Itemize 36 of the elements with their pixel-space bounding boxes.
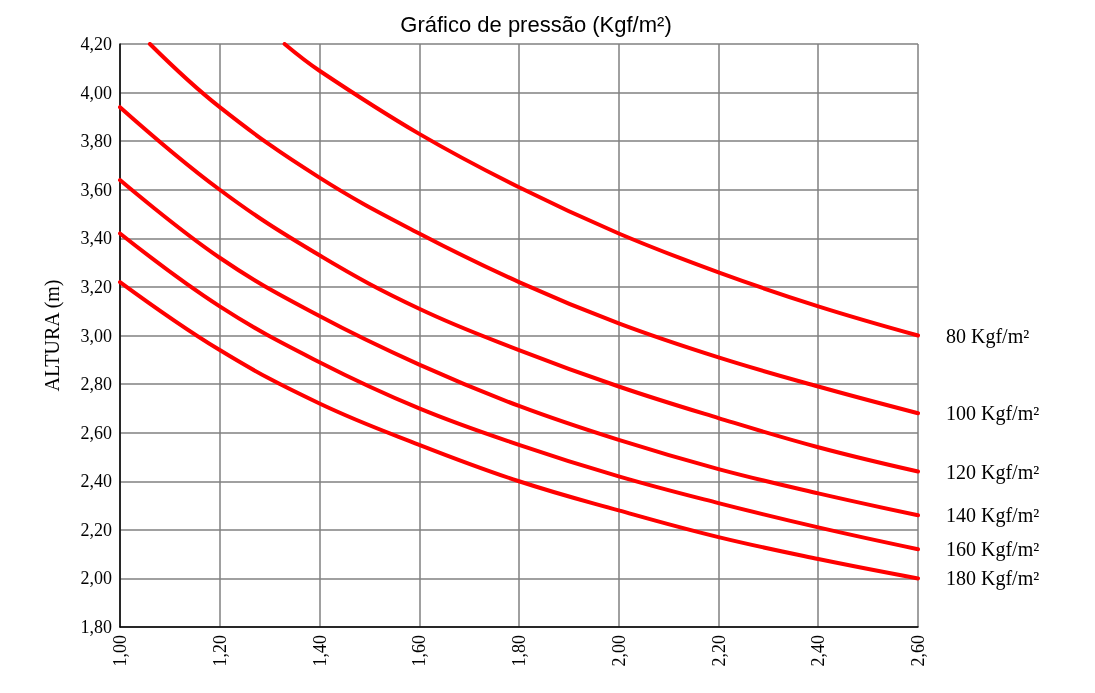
line-series bbox=[282, 42, 920, 338]
y-tick-label: 3,20 bbox=[80, 276, 112, 297]
y-tick-label: 2,60 bbox=[80, 422, 112, 443]
x-tick-label: 2,20 bbox=[708, 635, 729, 667]
y-tick-label: 4,00 bbox=[80, 82, 112, 103]
line-series bbox=[118, 231, 920, 552]
y-tick-label: 3,40 bbox=[80, 228, 112, 249]
y-tick-label: 2,40 bbox=[80, 471, 112, 492]
x-tick-label: 2,60 bbox=[908, 635, 928, 667]
series-label: 180 Kgf/m² bbox=[946, 567, 1040, 591]
y-tick-label: 3,00 bbox=[80, 325, 112, 346]
y-tick-label: 2,20 bbox=[80, 519, 112, 540]
series-label: 140 Kgf/m² bbox=[946, 504, 1040, 528]
y-tick-label: 2,80 bbox=[80, 374, 112, 395]
y-tick-label: 2,00 bbox=[80, 568, 112, 589]
x-tick-label: 1,60 bbox=[409, 635, 430, 667]
x-tick-label: 1,80 bbox=[509, 635, 529, 667]
line-series bbox=[118, 280, 920, 581]
x-tick-label: 2,40 bbox=[808, 635, 829, 667]
series-label: 100 Kgf/m² bbox=[946, 402, 1040, 426]
y-tick-label: 4,20 bbox=[80, 34, 112, 54]
line-series bbox=[147, 42, 920, 416]
y-tick-label: 3,80 bbox=[80, 131, 112, 152]
series-label: 80 Kgf/m² bbox=[946, 324, 1030, 348]
x-tick-label: 1,40 bbox=[309, 635, 330, 667]
line-series bbox=[118, 178, 920, 518]
line-series bbox=[118, 105, 920, 474]
series-label: 120 Kgf/m² bbox=[946, 460, 1040, 484]
x-tick-label: 1,20 bbox=[209, 635, 230, 667]
y-tick-label: 1,80 bbox=[80, 617, 112, 637]
x-tick-label: 1,00 bbox=[110, 635, 130, 667]
x-tick-label: 2,00 bbox=[608, 635, 629, 667]
y-tick-label: 3,60 bbox=[80, 179, 112, 200]
series-label: 160 Kgf/m² bbox=[946, 538, 1040, 562]
chart-title: Gráfico de pressão (Kgf/m²) bbox=[400, 11, 672, 37]
y-axis-title: ALTURA (m) bbox=[41, 279, 64, 392]
